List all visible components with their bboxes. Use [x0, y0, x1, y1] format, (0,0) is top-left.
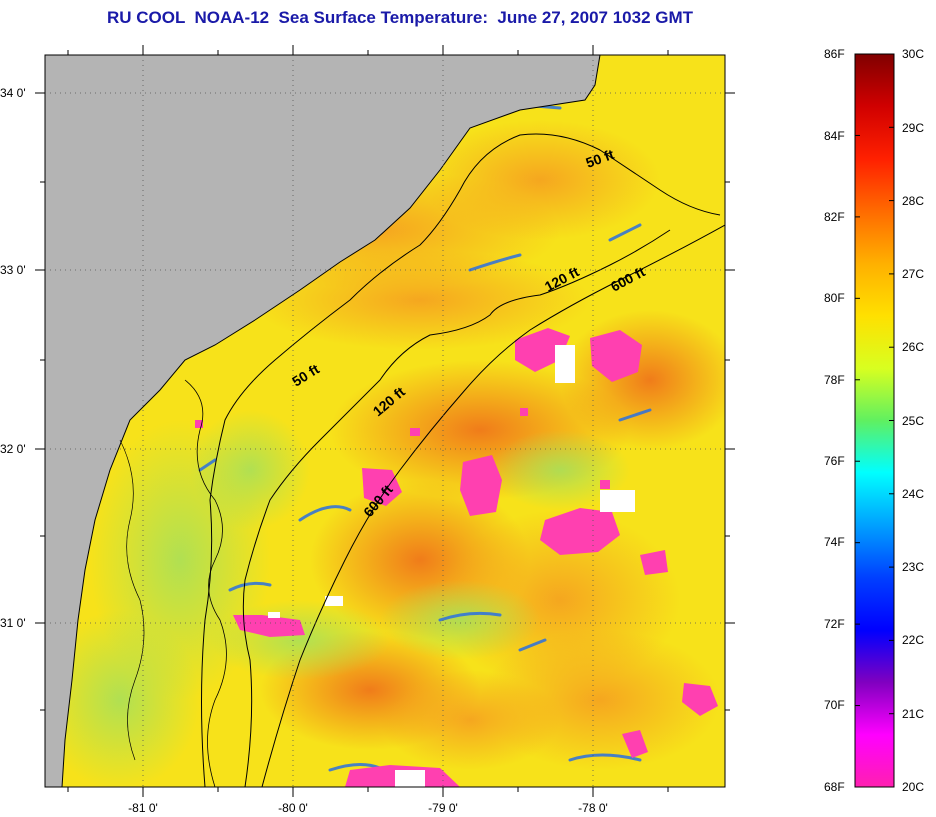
lon-label-79: -79 0'	[428, 801, 458, 815]
contour-120ft	[242, 229, 671, 787]
estuary-outline	[184, 379, 227, 787]
longitude-labels: -81 0' -80 0' -79 0' -78 0'	[128, 801, 608, 815]
map-title: RU COOL NOAA-12 Sea Surface Temperature:…	[106, 8, 694, 27]
coastline	[61, 55, 601, 787]
axis-ticks	[35, 45, 735, 797]
contour-600ft	[261, 224, 725, 787]
lat-label-33: 33 0'	[0, 263, 26, 277]
estuary-outline-2	[119, 439, 145, 761]
lon-label-78: -78 0'	[578, 801, 608, 815]
land-area	[45, 55, 600, 787]
latitude-labels: 34 0' 33 0' 32 0' 31 0'	[0, 86, 26, 630]
lat-label-32: 32 0'	[0, 442, 26, 456]
lat-label-34: 34 0'	[0, 86, 26, 100]
map-border	[44, 54, 726, 788]
contour-50ft	[201, 133, 721, 787]
lon-label-80: -80 0'	[278, 801, 308, 815]
lat-label-31: 31 0'	[0, 616, 26, 630]
grid-lines	[45, 55, 725, 787]
lon-label-81: -81 0'	[128, 801, 158, 815]
map-frame-content	[45, 55, 725, 787]
